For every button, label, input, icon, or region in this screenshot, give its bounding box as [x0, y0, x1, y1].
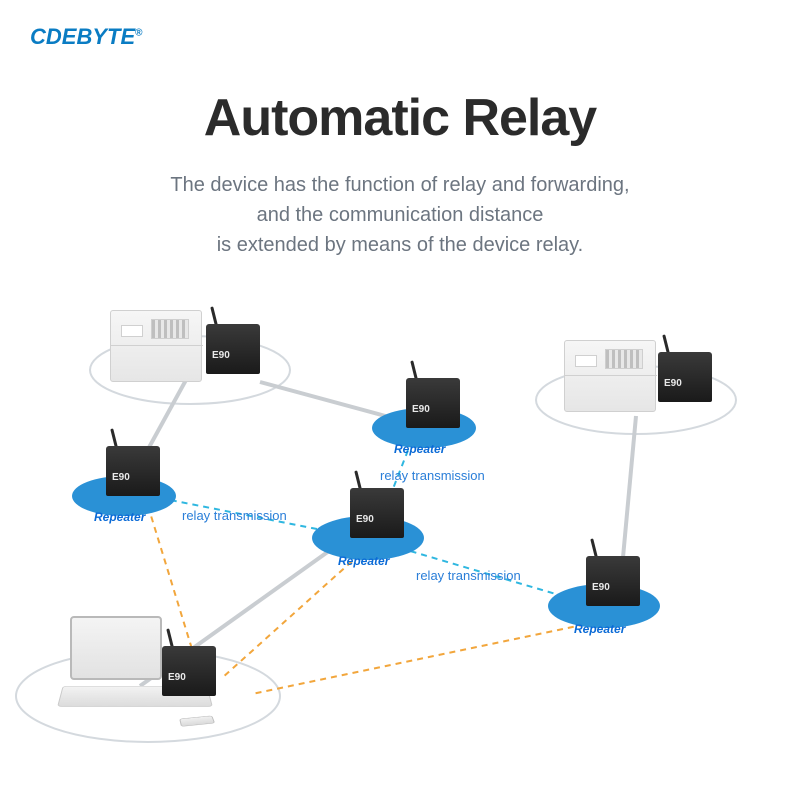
cabinet-panel — [575, 355, 597, 367]
device-body: E90 — [350, 488, 404, 538]
cabinet — [564, 324, 656, 412]
device-label: E90 — [412, 404, 430, 415]
desc-line-1: The device has the function of relay and… — [0, 170, 800, 200]
cabinet-panel — [121, 325, 143, 337]
cabinet-seam — [111, 345, 203, 346]
device: E90 — [586, 534, 640, 606]
cabinet-seam — [565, 375, 657, 376]
laptop-screen — [70, 616, 162, 680]
edge-label: relay transmission — [182, 508, 287, 523]
cabinet-body — [564, 340, 656, 412]
device-label: E90 — [592, 582, 610, 593]
device: E90 — [350, 466, 404, 538]
device: E90 — [206, 302, 260, 374]
repeater-label: Repeater — [394, 442, 445, 456]
device: E90 — [406, 356, 460, 428]
description: The device has the function of relay and… — [0, 170, 800, 260]
device-body: E90 — [406, 378, 460, 428]
edge — [252, 620, 606, 694]
desc-line-2: and the communication distance — [0, 200, 800, 230]
device-label: E90 — [664, 378, 682, 389]
edge-label: relay transmission — [416, 568, 521, 583]
network-diagram: relay transmissionrelay transmissionrela… — [0, 310, 800, 770]
edge — [222, 554, 360, 678]
brand-text: CDEBYTE — [30, 24, 135, 49]
repeater-label: Repeater — [574, 622, 625, 636]
cabinet — [110, 294, 202, 382]
device-label: E90 — [112, 472, 130, 483]
repeater-label: Repeater — [94, 510, 145, 524]
device: E90 — [106, 424, 160, 496]
cabinet-body — [110, 310, 202, 382]
device-label: E90 — [356, 514, 374, 525]
device-label: E90 — [212, 350, 230, 361]
device-body: E90 — [162, 646, 216, 696]
device: E90 — [658, 330, 712, 402]
device-label: E90 — [168, 672, 186, 683]
device-body: E90 — [206, 324, 260, 374]
desc-line-3: is extended by means of the device relay… — [0, 230, 800, 260]
brand-logo: CDEBYTE® — [30, 24, 143, 50]
repeater-label: Repeater — [338, 554, 389, 568]
cabinet-vent — [605, 349, 643, 369]
device-body: E90 — [106, 446, 160, 496]
device: E90 — [162, 624, 216, 696]
cabinet-vent — [151, 319, 189, 339]
edge — [260, 382, 400, 420]
page: CDEBYTE® Automatic Relay The device has … — [0, 0, 800, 800]
page-title: Automatic Relay — [0, 88, 800, 148]
device-body: E90 — [586, 556, 640, 606]
device-body: E90 — [658, 352, 712, 402]
brand-reg: ® — [135, 28, 142, 39]
